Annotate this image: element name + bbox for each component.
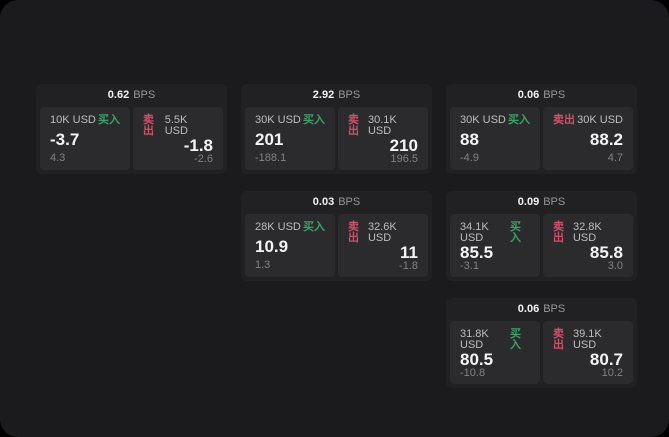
- buy-quote-panel[interactable]: 30K USD 买入 201 -188.1: [245, 107, 335, 170]
- buy-size-label: 34.1K USD: [460, 221, 489, 244]
- sell-quote-panel[interactable]: 卖出 5.5K USD -1.8 -2.6: [133, 107, 223, 170]
- sell-price: -1.8: [183, 136, 213, 155]
- sell-quote-panel[interactable]: 卖出 30K USD 88.2 4.7: [543, 107, 633, 170]
- sell-delta: 3.0: [607, 260, 623, 272]
- spread-value: 0.03: [312, 196, 335, 208]
- sell-badge: 卖出: [348, 221, 359, 244]
- buy-badge: 买入: [303, 221, 325, 233]
- quote-card: 0.09 BPS 34.1K USD 买入 85.5 -3.1 卖出: [446, 191, 637, 281]
- buy-size-label: 30K USD: [255, 114, 301, 126]
- sell-size-label: 5.5K USD: [164, 114, 188, 137]
- sell-badge: 卖出: [553, 221, 564, 244]
- buy-size-label: 10K USD: [50, 114, 96, 126]
- sell-badge: 卖出: [553, 328, 564, 351]
- buy-price: -3.7: [50, 130, 80, 149]
- sell-price: 11: [400, 243, 418, 262]
- sell-badge: 卖出: [143, 114, 154, 137]
- sell-delta: -1.8: [399, 260, 418, 272]
- buy-quote-panel[interactable]: 30K USD 买入 88 -4.9: [450, 107, 540, 170]
- buy-price: 201: [255, 130, 284, 149]
- quote-body: 10K USD 买入 -3.7 4.3 卖出 5.5K USD -1.8 -2.…: [40, 107, 223, 170]
- spread-header: 2.92 BPS: [245, 84, 428, 107]
- buy-price: 88: [460, 130, 479, 149]
- buy-price: 85.5: [460, 243, 494, 262]
- sell-delta: -2.6: [194, 153, 213, 165]
- buy-price: 80.5: [460, 350, 494, 369]
- spread-header: 0.09 BPS: [450, 191, 633, 214]
- buy-quote-panel[interactable]: 10K USD 买入 -3.7 4.3: [40, 107, 130, 170]
- sell-quote-panel[interactable]: 卖出 39.1K USD 80.7 10.2: [543, 321, 633, 384]
- sell-price: 80.7: [589, 350, 623, 369]
- quote-card: 0.62 BPS 10K USD 买入 -3.7 4.3 卖出: [36, 84, 227, 174]
- sell-quote-panel[interactable]: 卖出 30.1K USD 210 196.5: [338, 107, 428, 170]
- spread-value: 0.06: [517, 89, 540, 101]
- sell-delta: 10.2: [601, 367, 623, 379]
- sell-delta: 4.7: [607, 152, 623, 164]
- quote-body: 31.8K USD 买入 80.5 -10.8 卖出 39.1K USD 80.…: [450, 321, 633, 384]
- buy-quote-panel[interactable]: 31.8K USD 买入 80.5 -10.8: [450, 321, 540, 384]
- spread-value: 0.06: [517, 303, 540, 315]
- buy-badge: 买入: [510, 221, 522, 244]
- buy-delta: -3.1: [460, 260, 479, 272]
- buy-badge: 买入: [303, 114, 325, 126]
- buy-badge: 买入: [508, 114, 530, 126]
- sell-quote-panel[interactable]: 卖出 32.8K USD 85.8 3.0: [543, 214, 633, 277]
- sell-price: 88.2: [589, 130, 623, 149]
- spread-unit-label: BPS: [543, 303, 566, 315]
- buy-delta: 1.3: [255, 259, 271, 271]
- sell-size-label: 30.1K USD: [367, 114, 397, 137]
- spread-unit-label: BPS: [543, 89, 566, 101]
- sell-badge: 卖出: [553, 114, 575, 126]
- quote-card: 0.06 BPS 31.8K USD 买入 80.5 -10.8 卖: [446, 298, 637, 388]
- sell-size-label: 39.1K USD: [572, 328, 602, 351]
- spread-unit-label: BPS: [133, 89, 156, 101]
- quote-body: 30K USD 买入 88 -4.9 卖出 30K USD 88.2 4.7: [450, 107, 633, 170]
- buy-badge: 买入: [510, 328, 522, 351]
- quote-cards-grid: 0.62 BPS 10K USD 买入 -3.7 4.3 卖出: [36, 84, 637, 388]
- quote-body: 28K USD 买入 10.9 1.3 卖出 32.6K USD 11 -1.8: [245, 214, 428, 277]
- spread-header: 0.62 BPS: [40, 84, 223, 107]
- sell-price: 85.8: [589, 243, 623, 262]
- buy-delta: 4.3: [50, 152, 66, 164]
- buy-size-label: 31.8K USD: [460, 328, 489, 351]
- spread-unit-label: BPS: [338, 89, 361, 101]
- sell-quote-panel[interactable]: 卖出 32.6K USD 11 -1.8: [338, 214, 428, 277]
- spread-header: 0.06 BPS: [450, 84, 633, 107]
- spread-value: 2.92: [312, 89, 335, 101]
- quote-card: 0.06 BPS 30K USD 买入 88 -4.9 卖出: [446, 84, 637, 174]
- quote-body: 34.1K USD 买入 85.5 -3.1 卖出 32.8K USD 85.8…: [450, 214, 633, 277]
- spread-value: 0.62: [107, 89, 130, 101]
- spread-value: 0.09: [517, 196, 540, 208]
- sell-price: 210: [389, 136, 418, 155]
- quote-card: 0.03 BPS 28K USD 买入 10.9 1.3 卖出: [241, 191, 432, 281]
- sell-size-label: 30K USD: [577, 114, 623, 126]
- spread-header: 0.06 BPS: [450, 298, 633, 321]
- buy-delta: -188.1: [255, 152, 287, 164]
- quote-card: 2.92 BPS 30K USD 买入 201 -188.1 卖出: [241, 84, 432, 174]
- sell-size-label: 32.6K USD: [367, 221, 397, 244]
- spread-header: 0.03 BPS: [245, 191, 428, 214]
- buy-quote-panel[interactable]: 34.1K USD 买入 85.5 -3.1: [450, 214, 540, 277]
- buy-badge: 买入: [98, 114, 120, 126]
- buy-price: 10.9: [255, 237, 289, 256]
- spread-unit-label: BPS: [543, 196, 566, 208]
- spread-unit-label: BPS: [338, 196, 361, 208]
- sell-badge: 卖出: [348, 114, 359, 137]
- sell-delta: 196.5: [390, 153, 418, 165]
- buy-quote-panel[interactable]: 28K USD 买入 10.9 1.3: [245, 214, 335, 277]
- buy-size-label: 28K USD: [255, 221, 301, 233]
- buy-delta: -10.8: [460, 367, 486, 379]
- sell-size-label: 32.8K USD: [572, 221, 602, 244]
- buy-delta: -4.9: [460, 152, 479, 164]
- buy-size-label: 30K USD: [460, 114, 506, 126]
- quote-body: 30K USD 买入 201 -188.1 卖出 30.1K USD 210 1…: [245, 107, 428, 170]
